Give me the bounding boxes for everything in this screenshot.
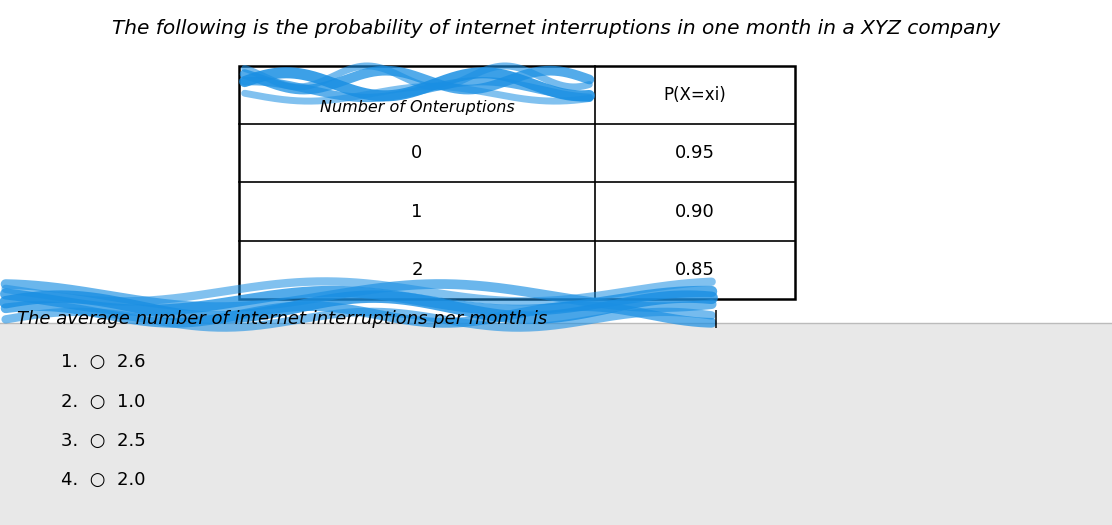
Bar (0, 323, 1112, 525)
Text: 3.  ○  2.5: 3. ○ 2.5 (61, 432, 146, 450)
Text: P(X=xi): P(X=xi) (664, 86, 726, 104)
Text: |: | (713, 310, 718, 328)
Text: The average number of internet interruptions per month is: The average number of internet interrupt… (17, 310, 547, 328)
Text: 0.95: 0.95 (675, 144, 715, 162)
Text: The following is the probability of internet interruptions in one month in a XYZ: The following is the probability of inte… (112, 19, 1000, 38)
Bar (239, 66, 795, 299)
Text: 1.  ○  2.6: 1. ○ 2.6 (61, 353, 146, 371)
Text: 1: 1 (411, 203, 423, 220)
Text: 0.85: 0.85 (675, 261, 715, 279)
Text: Number of Onteruptions: Number of Onteruptions (319, 100, 515, 116)
Text: 0.90: 0.90 (675, 203, 715, 220)
Text: 2: 2 (411, 261, 423, 279)
Text: 0: 0 (411, 144, 423, 162)
Text: 2.  ○  1.0: 2. ○ 1.0 (61, 393, 146, 411)
Text: 4.  ○  2.0: 4. ○ 2.0 (61, 471, 146, 489)
Bar (0, 0, 1112, 323)
